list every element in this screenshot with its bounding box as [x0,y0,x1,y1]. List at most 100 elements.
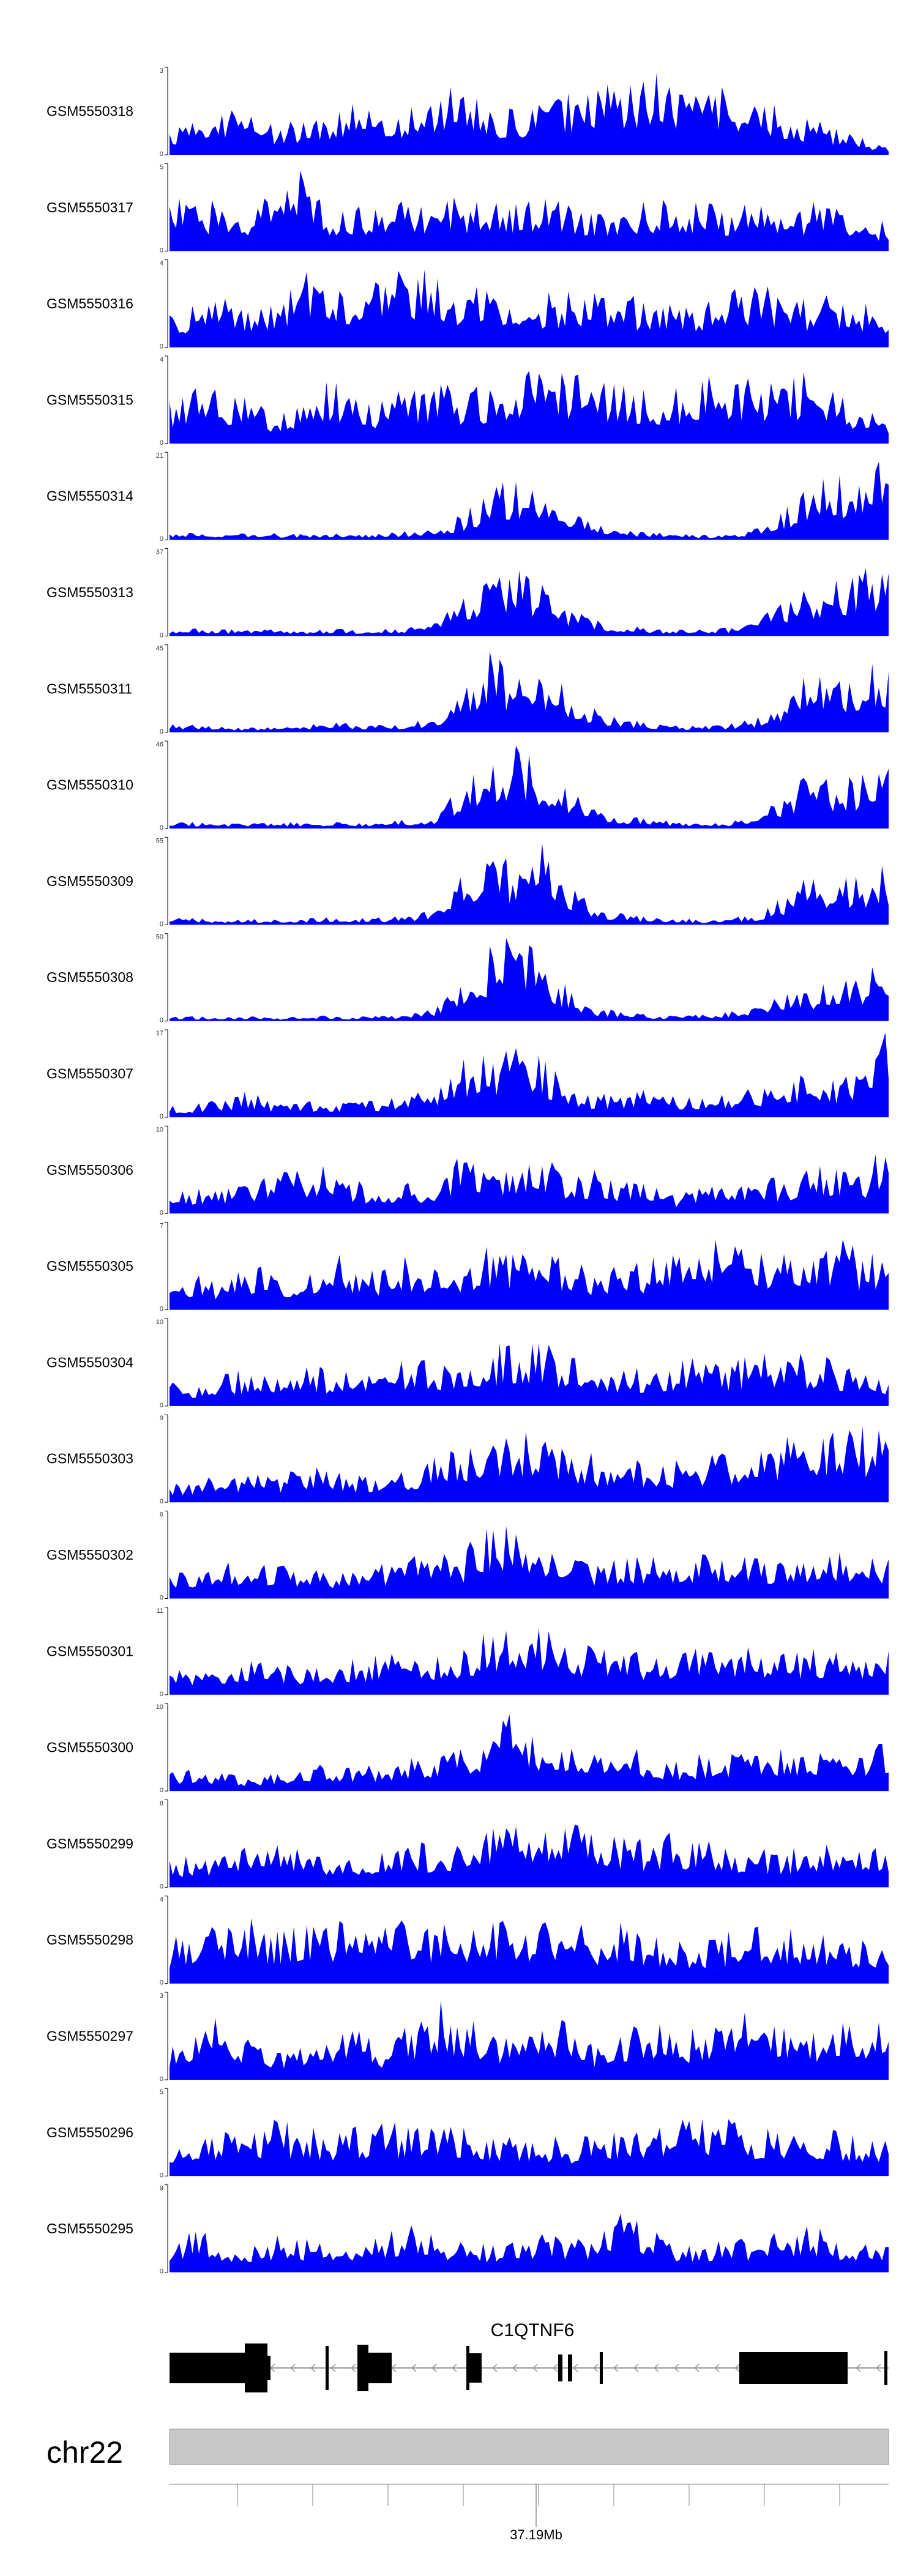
intron-chevron [552,2364,558,2372]
intron-chevron [310,2364,316,2372]
track-y-tick-label-zero: 0 [160,1402,163,1409]
gene-exon [466,2346,469,2390]
track-y-tick-label-zero: 0 [160,1306,163,1313]
track-y-tick-label-zero: 0 [160,2075,163,2083]
coverage-area-GSM5550313 [170,568,889,636]
track-label-GSM5550299: GSM5550299 [47,1836,133,1852]
coverage-area-GSM5550317 [170,171,889,251]
track-label-GSM5550309: GSM5550309 [47,873,133,889]
track-y-tick-label-max: 11 [157,1607,163,1615]
intron-chevron [512,2364,518,2372]
track-label-GSM5550301: GSM5550301 [47,1643,133,1659]
track-y-tick-label-zero: 0 [160,1113,163,1120]
track-y-tick-label-max: 10 [156,1703,163,1711]
intron-chevron [673,2364,679,2372]
intron-chevron [875,2364,881,2372]
coverage-area-GSM5550305 [170,1239,889,1310]
track-label-GSM5550300: GSM5550300 [47,1740,133,1755]
track-y-tick-label-max: 4 [160,1896,163,1904]
track-y-tick-label-max: 8 [160,1800,163,1807]
coverage-area-GSM5550316 [170,269,889,348]
chromosome-ideogram [169,2429,889,2465]
track-y-tick-label-zero: 0 [160,920,163,928]
track-y-tick-label-zero: 0 [160,728,163,735]
gene-exon [368,2353,392,2383]
track-label-GSM5550314: GSM5550314 [47,488,133,504]
track-y-tick-label-max: 7 [160,1223,163,1230]
track-y-tick-label-zero: 0 [160,824,163,832]
gene-exon [245,2343,267,2392]
track-y-tick-label-max: 3 [160,67,163,75]
track-label-GSM5550305: GSM5550305 [47,1258,133,1274]
intron-chevron [714,2364,720,2372]
gene-exon [170,2353,245,2383]
track-y-tick-label-zero: 0 [160,439,163,447]
intron-chevron [350,2364,356,2372]
coverage-area-GSM5550318 [170,73,889,155]
gene-exon [357,2345,368,2391]
track-y-tick-label-zero: 0 [160,151,163,158]
track-label-GSM5550313: GSM5550313 [47,584,133,600]
gene-exon [568,2355,572,2381]
intron-chevron [411,2364,417,2372]
coverage-area-GSM5550300 [170,1714,889,1792]
track-label-GSM5550307: GSM5550307 [47,1066,133,1082]
track-y-tick-label-zero: 0 [160,343,163,351]
coverage-area-GSM5550306 [170,1154,889,1214]
gene-exon [600,2352,603,2384]
track-y-tick-label-zero: 0 [160,1979,163,1987]
coverage-area-GSM5550314 [170,461,889,540]
track-label-GSM5550317: GSM5550317 [47,199,133,215]
intron-chevron [532,2364,538,2372]
coverage-area-GSM5550301 [170,1628,889,1695]
track-label-GSM5550302: GSM5550302 [47,1547,133,1563]
coverage-area-GSM5550308 [170,938,889,1021]
track-y-tick-label-zero: 0 [160,632,163,639]
track-y-tick-label-max: 6 [160,1511,163,1519]
intron-chevron [855,2364,861,2372]
gene-exon [267,2356,271,2380]
track-y-tick-label-zero: 0 [160,535,163,543]
coverage-area-GSM5550310 [170,745,889,829]
chromosome-label: chr22 [47,2435,123,2470]
track-y-tick-label-max: 10 [156,1319,163,1326]
track-label-GSM5550296: GSM5550296 [47,2124,133,2140]
track-y-tick-label-max: 9 [160,1415,163,1422]
intron-chevron [653,2364,659,2372]
gene-exon [469,2353,482,2383]
track-label-GSM5550298: GSM5550298 [47,1932,133,1948]
gene-exon [739,2352,848,2384]
track-y-tick-label-max: 3 [160,1992,163,2000]
gene-exon [558,2355,562,2381]
track-label-GSM5550295: GSM5550295 [47,2220,133,2236]
coverage-area-GSM5550297 [170,2000,889,2080]
gene-exon [884,2351,887,2385]
track-label-GSM5550308: GSM5550308 [47,969,133,985]
coverage-area-GSM5550295 [170,2213,889,2273]
coverage-area-GSM5550296 [170,2119,889,2176]
track-y-tick-label-max: 50 [156,934,163,941]
gene-exon [326,2346,329,2390]
track-y-tick-label-max: 4 [160,260,163,267]
track-y-tick-label-max: 17 [156,1030,163,1037]
intron-chevron [592,2364,599,2372]
track-label-GSM5550304: GSM5550304 [47,1354,133,1370]
track-label-GSM5550311: GSM5550311 [47,680,132,696]
intron-chevron [330,2364,336,2372]
genome-tick-label: 37.19Mb [510,2527,562,2542]
coverage-area-GSM5550299 [170,1825,889,1888]
track-label-GSM5550297: GSM5550297 [47,2028,133,2044]
track-y-tick-label-zero: 0 [160,247,163,254]
intron-chevron [431,2364,437,2372]
track-y-tick-label-zero: 0 [160,1691,163,1698]
coverage-area-GSM5550303 [170,1426,889,1503]
coverage-area-GSM5550309 [170,843,889,925]
coverage-area-GSM5550315 [170,371,889,444]
track-y-tick-label-max: 9 [160,2185,163,2192]
track-y-tick-label-zero: 0 [160,2268,163,2276]
track-label-GSM5550315: GSM5550315 [47,392,133,408]
track-y-tick-label-max: 4 [160,356,163,363]
intron-chevron [633,2364,639,2372]
track-y-tick-label-max: 10 [156,1126,163,1133]
